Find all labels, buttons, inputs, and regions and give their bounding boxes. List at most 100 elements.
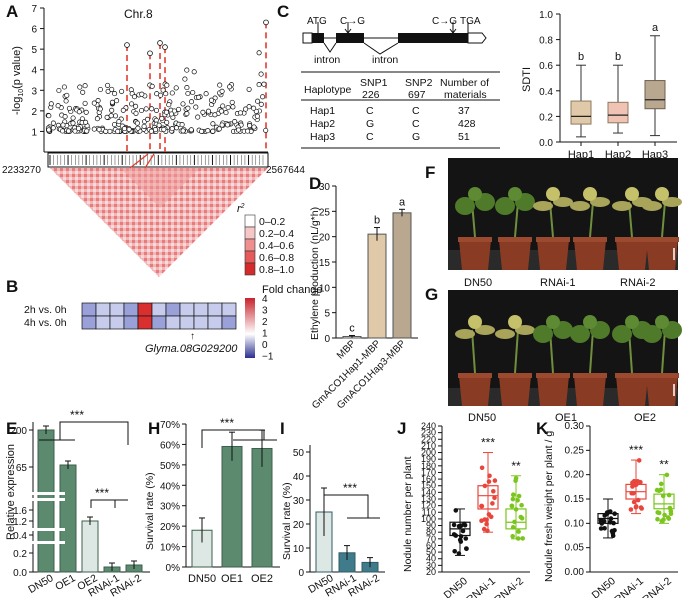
panel-H-ytick-label: 50% xyxy=(160,461,180,472)
j-box-ytick-label: 20 xyxy=(426,567,436,577)
j-box-ytick-label: 130 xyxy=(421,494,436,504)
panel-B-cell xyxy=(123,302,139,317)
panel-A-point xyxy=(77,84,83,90)
plant-pot xyxy=(646,240,678,270)
plant-leaf xyxy=(546,315,560,329)
panel-A-point xyxy=(216,126,222,132)
panel-A-axes xyxy=(43,8,268,153)
j-box-ytick-label: 120 xyxy=(421,501,436,511)
k-box-point xyxy=(608,516,614,521)
panel-A-point xyxy=(246,104,252,110)
j-box-point xyxy=(453,508,459,513)
panel-C-box-ytick-label: 1.0 xyxy=(539,10,553,21)
panel-A-ytick-label: 2 xyxy=(31,107,37,118)
panel-H-sig: *** xyxy=(220,416,234,430)
panel-A-point xyxy=(105,82,111,88)
plant-pot-rim xyxy=(615,237,649,242)
plant-leaf xyxy=(455,197,475,215)
panel-C-th-snp2-pos: 697 xyxy=(408,89,426,101)
plant-leaf xyxy=(495,329,515,339)
panel-A-point xyxy=(184,67,190,73)
panel-A-legend: 0–0.20.2–0.40.4–0.60.6–0.80.8–1.0 xyxy=(244,214,294,276)
j-box-point xyxy=(479,465,485,471)
panel-C-table-cell: 428 xyxy=(458,118,476,130)
panel-E-bracket-2 xyxy=(90,499,116,508)
panel-C-th-snp2: SNP2 xyxy=(405,77,433,89)
panel-C-th-haplotype: Haplotype xyxy=(304,84,351,96)
panel-A-point xyxy=(185,90,191,97)
panel-A-peak-point xyxy=(263,19,269,26)
panel-A-point xyxy=(91,100,97,106)
plant-leaf xyxy=(468,315,482,329)
k-box-point xyxy=(598,526,604,531)
panel-A-point xyxy=(180,128,186,134)
panel-A-point xyxy=(235,127,242,133)
panel-A-legend-swatch xyxy=(244,262,256,276)
panel-B-cell xyxy=(109,315,125,330)
panel-E-axis-break xyxy=(25,498,65,501)
panel-C-table-cell: G xyxy=(412,131,420,143)
panel-A-peak-point xyxy=(162,44,168,50)
j-box-point xyxy=(516,493,522,499)
j-box-point xyxy=(492,478,498,483)
plant-pot xyxy=(499,240,531,270)
panel-A-gene-link xyxy=(129,153,149,169)
j-box-point xyxy=(484,521,489,527)
k-box-point xyxy=(658,481,664,487)
j-box-point xyxy=(481,526,487,532)
panel-A-point xyxy=(83,119,89,125)
k-box-point xyxy=(599,521,605,526)
panel-A-point xyxy=(184,111,190,117)
k-box-point xyxy=(654,487,660,493)
j-box-xtick-label: RNAi-1 xyxy=(464,575,498,598)
panel-A-point xyxy=(119,88,125,94)
panel-A-point xyxy=(121,126,128,132)
panel-A-point xyxy=(227,84,233,90)
plant-pot xyxy=(537,376,569,406)
panel-A-point xyxy=(163,91,169,97)
panel-I-bracket xyxy=(323,494,369,518)
panel-A-point xyxy=(84,128,90,134)
panel-C-table-cell: 51 xyxy=(458,131,470,143)
panel-J-label: J xyxy=(397,419,406,438)
panel-C-box xyxy=(607,101,629,124)
plant-leaf xyxy=(625,315,639,329)
panel-A-point xyxy=(263,127,269,133)
panel-E-ytick-label: 1.6 xyxy=(13,506,27,517)
k-box-point xyxy=(628,507,634,512)
panel-A-point xyxy=(82,100,88,106)
j-box-point xyxy=(519,502,524,508)
j-box-point xyxy=(490,501,495,506)
plant-pot-rim xyxy=(573,237,607,242)
k-box-point xyxy=(629,490,634,496)
panel-A-peak-point xyxy=(124,42,130,48)
panel-A-ld-block xyxy=(120,168,200,208)
plant-pot-rim xyxy=(536,373,570,378)
panel-C-table-cell: Hap1 xyxy=(310,105,335,117)
j-box-ytick-label: 80 xyxy=(426,527,436,537)
panel-H-ytick-label: 60% xyxy=(160,440,180,451)
panel-G-label-2: OE1 xyxy=(555,412,577,424)
j-box-point xyxy=(492,495,497,501)
panel-A-point xyxy=(62,114,68,120)
plant-stem xyxy=(589,329,594,374)
panel-H-bar xyxy=(221,445,243,568)
panel-A-point xyxy=(237,110,244,116)
panel-B-colorbar xyxy=(245,298,255,358)
panel-C-gene-model xyxy=(302,22,487,55)
panel-C-sig-letter: b xyxy=(578,51,584,63)
panel-A-point xyxy=(254,113,260,119)
panel-A-point xyxy=(143,106,149,112)
plant-leaf xyxy=(533,201,553,211)
panel-A-point xyxy=(199,128,205,134)
panel-A-point xyxy=(158,92,164,98)
panel-A-point xyxy=(193,104,199,110)
panel-B-cell xyxy=(221,302,237,317)
j-box-point xyxy=(491,489,496,494)
panel-I-ytick-label: 50 xyxy=(293,448,305,459)
k-box-point xyxy=(638,479,643,485)
panel-A-point xyxy=(61,84,67,90)
j-box-point xyxy=(488,514,494,520)
panel-B-cell xyxy=(123,315,139,330)
